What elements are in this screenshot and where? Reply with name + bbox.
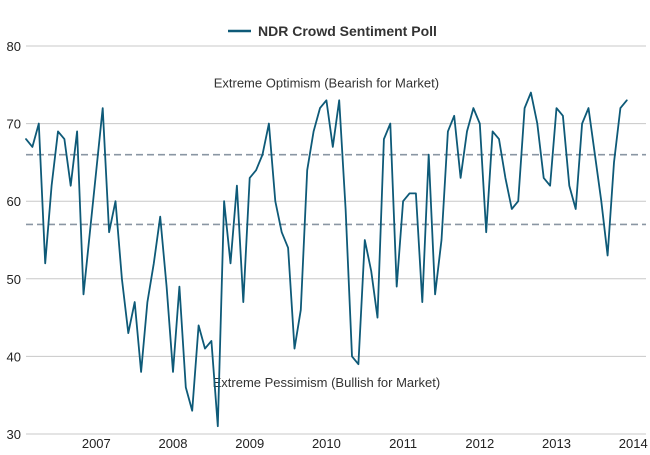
x-tick-label-2009: 2009 [235, 436, 264, 451]
x-tick-label-2011: 2011 [389, 436, 417, 451]
y-tick-label-40: 40 [7, 349, 21, 364]
y-axis-ticks: 30 40 50 60 70 80 [7, 39, 21, 442]
x-tick-label-2008: 2008 [159, 436, 188, 451]
legend: NDR Crowd Sentiment Poll [228, 23, 437, 39]
annotation-extreme-pessimism: Extreme Pessimism (Bullish for Market) [213, 375, 441, 390]
y-tick-label-30: 30 [7, 427, 21, 442]
x-tick-label-2012: 2012 [465, 436, 494, 451]
x-tick-label-2013: 2013 [542, 436, 571, 451]
y-tick-label-70: 70 [7, 117, 21, 132]
y-tick-label-50: 50 [7, 272, 21, 287]
reference-lines [26, 153, 646, 226]
x-tick-label-2007: 2007 [82, 436, 111, 451]
y-tick-label-80: 80 [7, 39, 21, 54]
x-tick-label-2014: 2014 [619, 436, 648, 451]
legend-label: NDR Crowd Sentiment Poll [258, 23, 437, 39]
y-tick-label-60: 60 [7, 194, 21, 209]
x-tick-label-2010: 2010 [312, 436, 341, 451]
annotation-extreme-optimism: Extreme Optimism (Bearish for Market) [214, 75, 439, 90]
x-axis-ticks: 2007 2008 2009 2010 2011 2012 2013 2014 [82, 436, 648, 451]
series-line-ndr-crowd-sentiment [25, 91, 628, 428]
